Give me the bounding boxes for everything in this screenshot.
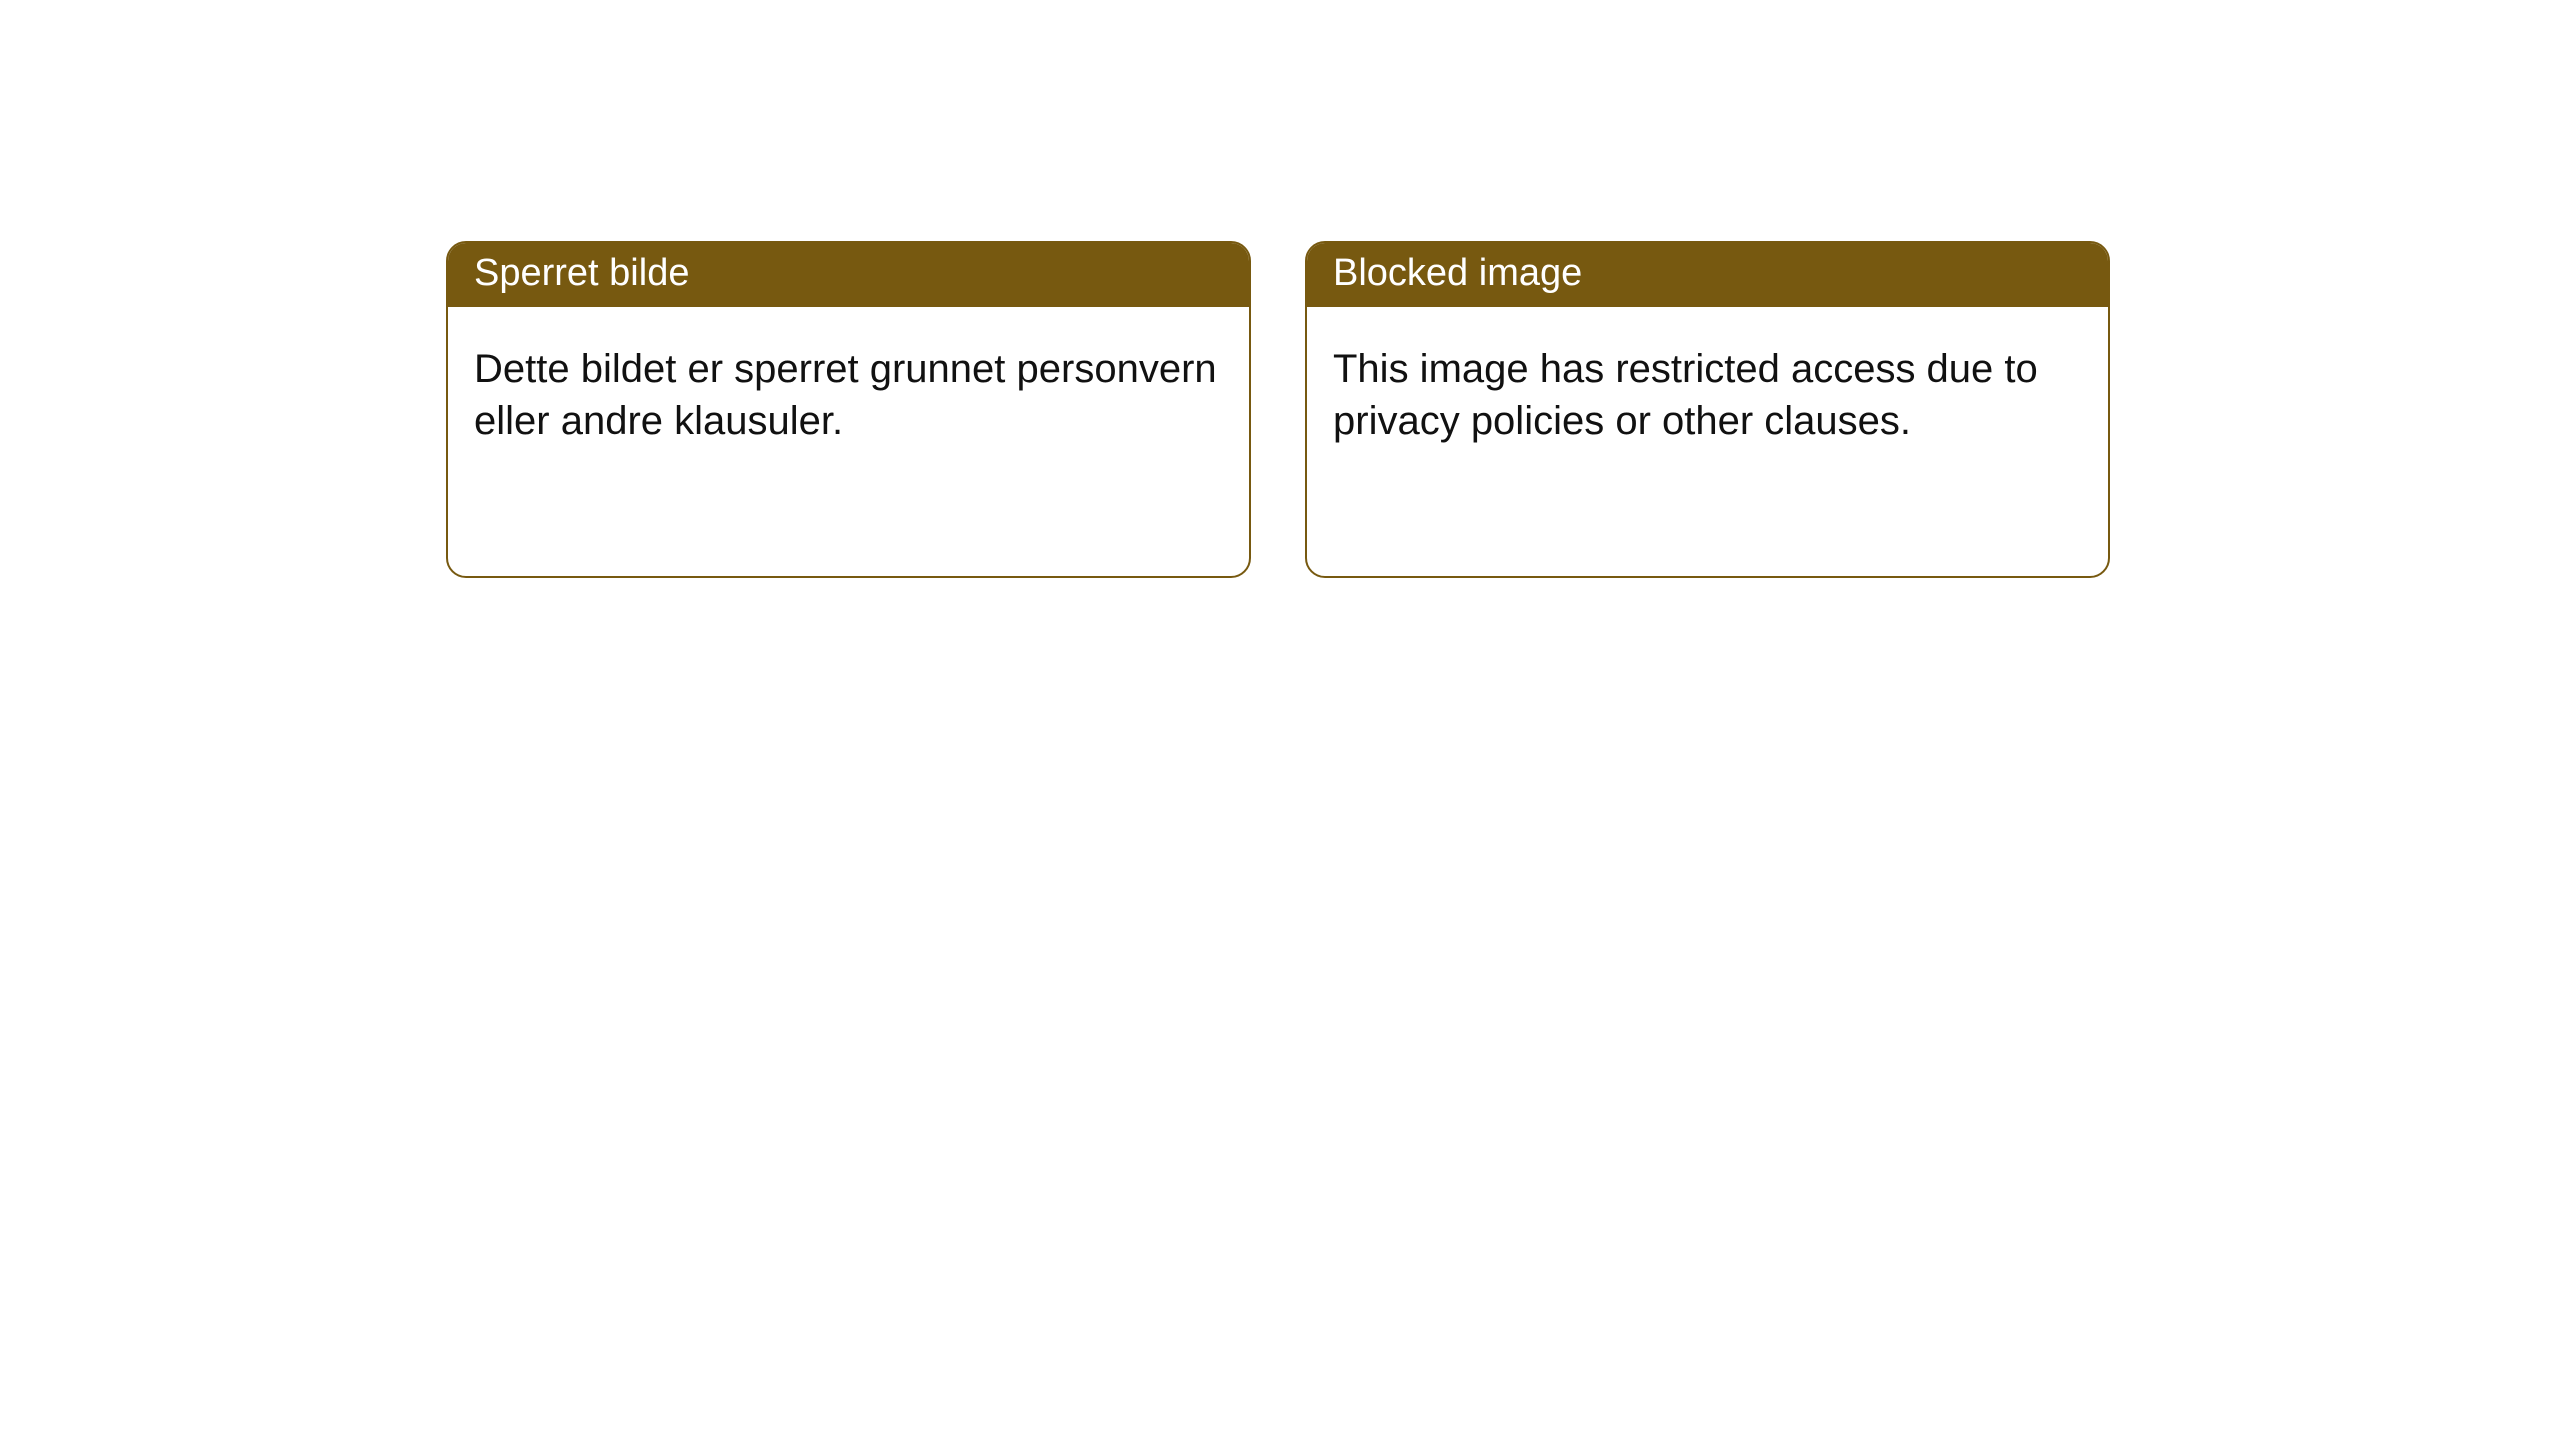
card-body-en: This image has restricted access due to … (1307, 307, 2108, 473)
blocked-image-card-no: Sperret bilde Dette bildet er sperret gr… (446, 241, 1251, 578)
notice-cards-container: Sperret bilde Dette bildet er sperret gr… (0, 0, 2560, 578)
card-title-no: Sperret bilde (448, 243, 1249, 307)
card-body-no: Dette bildet er sperret grunnet personve… (448, 307, 1249, 473)
blocked-image-card-en: Blocked image This image has restricted … (1305, 241, 2110, 578)
card-title-en: Blocked image (1307, 243, 2108, 307)
